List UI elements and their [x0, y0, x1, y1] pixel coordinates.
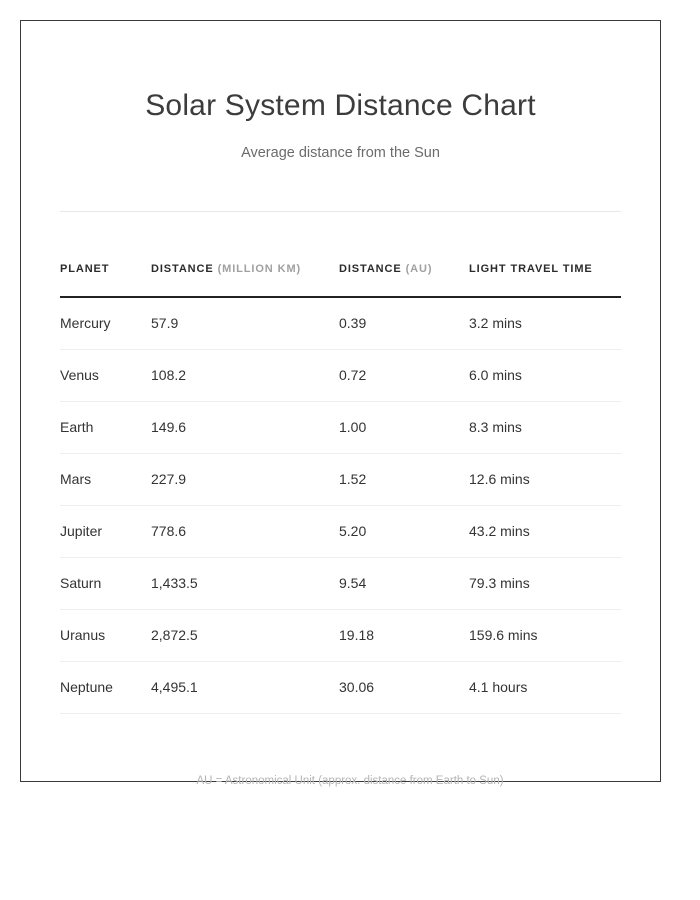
table-header-row: PLANET DISTANCE (MILLION KM) DISTANCE (A… [60, 261, 621, 297]
column-header-distance-km-unit: (MILLION KM) [217, 263, 302, 275]
cell-distance-km: 1,433.5 [151, 557, 339, 610]
cell-distance-au: 1.52 [339, 453, 469, 506]
footnote: AU = Astronomical Unit (approx. distance… [196, 775, 504, 787]
table-row: Saturn 1,433.5 9.54 79.3 mins [60, 557, 621, 610]
cell-planet: Jupiter [60, 505, 151, 558]
cell-distance-km: 4,495.1 [151, 661, 339, 714]
cell-distance-km: 149.6 [151, 401, 339, 454]
column-header-planet[interactable]: PLANET [60, 261, 151, 297]
cell-light-travel-time: 3.2 mins [469, 296, 621, 350]
cell-planet: Mercury [60, 296, 151, 350]
table-body: Mercury 57.9 0.39 3.2 mins Venus 108.2 0.72 6.0… [60, 296, 621, 714]
cell-distance-au: 9.54 [339, 557, 469, 610]
cell-distance-km: 2,872.5 [151, 609, 339, 662]
cell-distance-km: 227.9 [151, 453, 339, 506]
column-header-planet-label: PLANET [60, 263, 110, 275]
table-row: Neptune 4,495.1 30.06 4.1 hours [60, 661, 621, 714]
cell-distance-au: 0.39 [339, 296, 469, 350]
table-row: Venus 108.2 0.72 6.0 mins [60, 349, 621, 402]
cell-planet: Uranus [60, 609, 151, 662]
table-row: Jupiter 778.6 5.20 43.2 mins [60, 505, 621, 558]
cell-distance-km: 778.6 [151, 505, 339, 558]
cell-distance-km: 108.2 [151, 349, 339, 402]
cell-planet: Earth [60, 401, 151, 454]
cell-distance-au: 0.72 [339, 349, 469, 402]
cell-light-travel-time: 8.3 mins [469, 401, 621, 454]
page-subtitle: Average distance from the Sun [241, 145, 440, 161]
cell-distance-au: 30.06 [339, 661, 469, 714]
cell-light-travel-time: 12.6 mins [469, 453, 621, 506]
table-row: Mars 227.9 1.52 12.6 mins [60, 453, 621, 506]
cell-light-travel-time: 43.2 mins [469, 505, 621, 558]
cell-distance-au: 5.20 [339, 505, 469, 558]
column-header-distance-au-label: DISTANCE [339, 263, 402, 275]
cell-planet: Saturn [60, 557, 151, 610]
cell-distance-au: 19.18 [339, 609, 469, 662]
cell-light-travel-time: 79.3 mins [469, 557, 621, 610]
distance-table: PLANET DISTANCE (MILLION KM) DISTANCE (A… [60, 261, 621, 714]
column-header-light-travel-time-label: LIGHT TRAVEL TIME [469, 263, 593, 275]
cell-light-travel-time: 4.1 hours [469, 661, 621, 714]
cell-planet: Mars [60, 453, 151, 506]
column-header-distance-au[interactable]: DISTANCE (AU) [339, 261, 469, 297]
page-title: Solar System Distance Chart [145, 89, 536, 122]
column-header-distance-au-unit: (AU) [405, 263, 433, 275]
column-header-light-travel-time[interactable]: LIGHT TRAVEL TIME [469, 261, 621, 297]
table-row: Earth 149.6 1.00 8.3 mins [60, 401, 621, 454]
cell-planet: Venus [60, 349, 151, 402]
column-header-distance-km[interactable]: DISTANCE (MILLION KM) [151, 261, 339, 297]
document-page-card: Solar System Distance Chart Average dist… [20, 20, 661, 782]
distance-table-container: PLANET DISTANCE (MILLION KM) DISTANCE (A… [60, 261, 621, 714]
cell-distance-au: 1.00 [339, 401, 469, 454]
cell-light-travel-time: 6.0 mins [469, 349, 621, 402]
table-header: PLANET DISTANCE (MILLION KM) DISTANCE (A… [60, 261, 621, 297]
cell-planet: Neptune [60, 661, 151, 714]
table-row: Uranus 2,872.5 19.18 159.6 mins [60, 609, 621, 662]
cell-distance-km: 57.9 [151, 296, 339, 350]
header-divider [60, 211, 621, 212]
column-header-distance-km-label: DISTANCE [151, 263, 214, 275]
table-row: Mercury 57.9 0.39 3.2 mins [60, 296, 621, 350]
cell-light-travel-time: 159.6 mins [469, 609, 621, 662]
